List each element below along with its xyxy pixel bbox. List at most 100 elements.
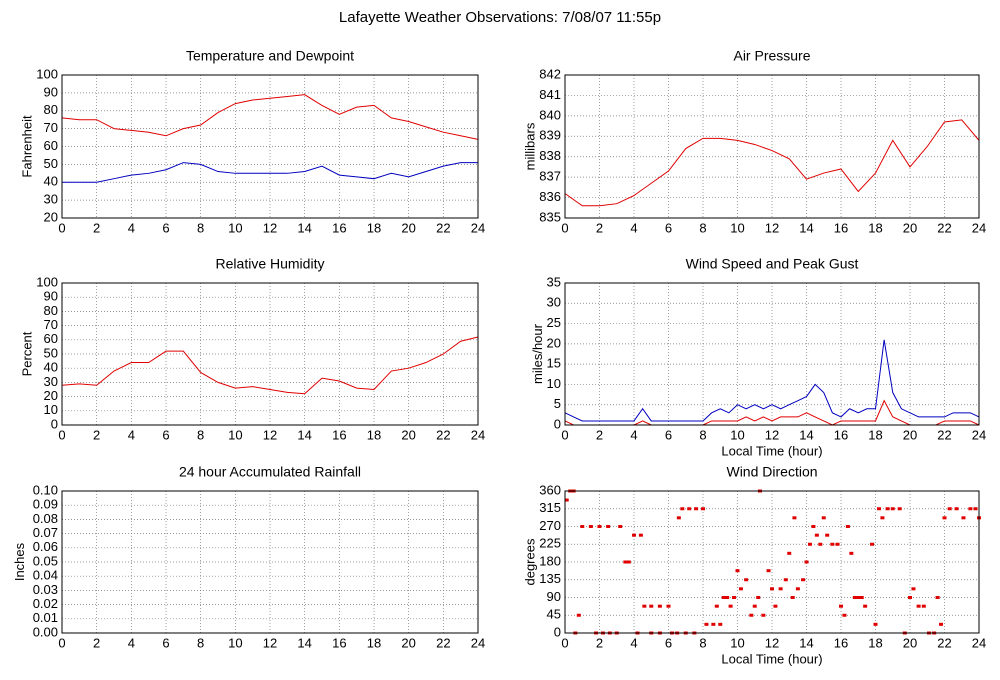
y-tick-label: 0.05 (33, 553, 58, 568)
y-axis-label: millibars (523, 122, 538, 170)
chart-panel: 24 hour Accumulated Rainfall 0.000.010.02… (12, 464, 485, 651)
data-point (588, 525, 593, 528)
data-point (618, 525, 623, 528)
y-tick-label: 0.09 (33, 497, 58, 512)
y-tick-label: 836 (539, 189, 561, 204)
y-tick-label: 50 (44, 345, 58, 360)
x-tick-label: 18 (868, 220, 882, 235)
data-point (732, 596, 737, 599)
y-tick-label: 0.04 (33, 568, 58, 583)
x-tick-label: 2 (596, 220, 603, 235)
data-point (968, 507, 973, 511)
y-tick-label: 20 (44, 209, 58, 224)
x-tick-label: 4 (630, 635, 637, 650)
data-point (811, 525, 816, 528)
x-tick-label: 16 (834, 635, 848, 650)
y-tick-label: 10 (547, 376, 561, 391)
x-tick-label: 12 (263, 635, 277, 650)
data-line (61, 336, 479, 395)
x-tick-label: 8 (699, 220, 706, 235)
data-point (897, 507, 902, 511)
y-tick-label: 25 (547, 315, 561, 330)
data-point (744, 578, 749, 582)
y-tick-label: 0 (554, 624, 561, 639)
x-tick-label: 12 (765, 220, 779, 235)
y-tick-label: 0.08 (33, 511, 58, 526)
x-tick-label: 20 (401, 220, 415, 235)
y-tick-label: 90 (547, 589, 561, 604)
y-tick-label: 80 (44, 102, 58, 117)
y-tick-label: 50 (44, 156, 58, 171)
y-tick-label: 135 (539, 571, 561, 586)
x-axis-label: Local Time (hour) (721, 443, 822, 458)
data-point (873, 622, 878, 626)
y-tick-label: 841 (539, 87, 561, 102)
data-line (62, 162, 478, 183)
page-title: Lafayette Weather Observations: 7/08/07 … (339, 9, 661, 26)
data-point (939, 622, 944, 626)
y-tick-label: 0.01 (33, 610, 58, 625)
data-point (885, 507, 890, 511)
data-point (839, 604, 843, 608)
chart-title: Wind Speed and Peak Gust (686, 256, 859, 272)
x-tick-label: 22 (436, 427, 450, 442)
x-tick-label: 22 (436, 635, 450, 650)
y-tick-label: 70 (44, 120, 58, 135)
x-tick-label: 22 (937, 427, 951, 442)
y-tick-label: 0.00 (33, 624, 58, 639)
data-point (721, 596, 726, 599)
data-point (638, 533, 643, 537)
x-tick-label: 14 (799, 427, 813, 442)
data-point (795, 587, 800, 591)
data-point (973, 507, 978, 511)
x-tick-label: 0 (58, 427, 65, 442)
y-tick-label: 842 (539, 66, 561, 81)
x-tick-label: 20 (903, 427, 917, 442)
data-point (870, 542, 875, 546)
x-tick-label: 0 (561, 220, 568, 235)
x-tick-label: 18 (367, 635, 381, 650)
x-tick-label: 24 (972, 220, 986, 235)
data-point (821, 516, 826, 520)
x-tick-label: 14 (297, 427, 311, 442)
data-point (580, 525, 585, 528)
x-tick-label: 6 (162, 220, 169, 235)
y-tick-label: 30 (44, 374, 58, 389)
y-tick-label: 225 (539, 536, 561, 551)
y-tick-label: 839 (539, 128, 561, 143)
x-tick-label: 20 (401, 427, 415, 442)
x-tick-label: 6 (162, 427, 169, 442)
chart-panel: Relative Humidity01020304050607080901000… (20, 256, 486, 443)
data-point (728, 604, 733, 608)
x-tick-label: 10 (228, 220, 242, 235)
x-tick-label: 22 (436, 220, 450, 235)
y-axis-label: Percent (20, 331, 35, 376)
data-point (830, 542, 835, 546)
plot-frame (61, 490, 479, 634)
data-point (787, 551, 792, 555)
plot-frame (564, 282, 980, 426)
plot-frame (564, 490, 980, 634)
data-point (711, 622, 716, 626)
y-tick-label: 30 (44, 192, 58, 207)
data-point (818, 542, 823, 546)
data-point (564, 498, 569, 502)
data-point (606, 525, 611, 528)
x-tick-label: 24 (471, 635, 485, 650)
data-point (916, 604, 921, 608)
data-line (61, 94, 479, 140)
y-tick-label: 15 (547, 356, 561, 371)
data-point (863, 604, 868, 608)
y-tick-label: 0 (554, 416, 561, 431)
data-point (876, 507, 881, 511)
x-tick-label: 4 (128, 220, 135, 235)
data-point (908, 596, 912, 599)
y-tick-label: 0.02 (33, 596, 58, 611)
x-tick-label: 12 (263, 220, 277, 235)
y-tick-label: 840 (539, 107, 561, 122)
chart-title: Relative Humidity (216, 256, 325, 272)
x-tick-label: 10 (730, 220, 744, 235)
